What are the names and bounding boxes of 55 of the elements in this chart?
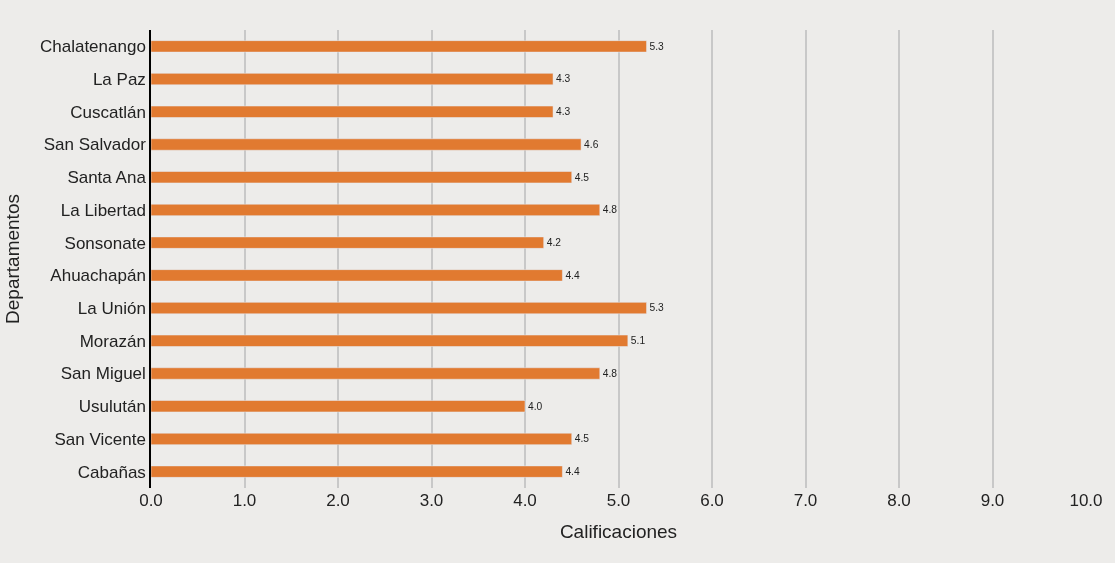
- data-label: 4.4: [565, 269, 580, 281]
- x-tick-label: 9.0: [980, 491, 1005, 510]
- x-tick-label: 10.0: [1069, 491, 1103, 510]
- y-tick-label: Cabañas: [77, 462, 146, 482]
- y-tick-label: Ahuachapán: [50, 266, 146, 286]
- bar: [151, 269, 563, 282]
- y-tick-label: Usulután: [78, 397, 146, 417]
- y-tick-label: Chalatenango: [39, 37, 146, 57]
- x-tick-label: 5.0: [606, 491, 631, 510]
- data-label: 4.8: [602, 367, 618, 379]
- data-label: 4.0: [528, 400, 543, 412]
- y-tick-label: La Paz: [92, 70, 146, 90]
- y-axis-title: Departamentos: [2, 194, 24, 324]
- y-tick-label: Santa Ana: [67, 168, 147, 188]
- data-label: 5.3: [649, 40, 665, 52]
- bar: [151, 171, 572, 184]
- y-tick-label: La Unión: [77, 299, 146, 319]
- data-label: 4.6: [584, 138, 599, 150]
- bar: [151, 465, 563, 478]
- x-tick-label: 7.0: [793, 491, 818, 510]
- data-label: 4.3: [556, 106, 571, 118]
- data-label: 4.3: [556, 73, 571, 85]
- y-tick-label: La Libertad: [60, 200, 146, 220]
- bar: [151, 334, 629, 347]
- y-tick-label: Cuscatlán: [70, 102, 146, 122]
- x-tick-label: 0.0: [139, 491, 163, 510]
- x-tick-label: 6.0: [700, 491, 724, 510]
- y-tick-label: Morazán: [79, 331, 146, 351]
- bar: [151, 138, 582, 151]
- bar: [151, 432, 572, 445]
- x-tick-label: 8.0: [887, 491, 911, 510]
- y-tick-label: Sonsonate: [64, 233, 146, 253]
- bar: [151, 302, 647, 315]
- y-tick-label: San Miguel: [60, 364, 146, 384]
- bar: [151, 40, 647, 53]
- bar: [151, 105, 554, 118]
- data-label: 4.5: [574, 171, 590, 183]
- y-tick-label: San Vicente: [54, 429, 146, 449]
- x-tick-label: 1.0: [232, 491, 257, 510]
- x-tick-label: 3.0: [419, 491, 444, 510]
- x-tick-label: 4.0: [513, 491, 537, 510]
- data-label: 4.2: [546, 236, 562, 248]
- bar: [151, 73, 554, 86]
- y-tick-label: San Salvador: [43, 135, 147, 155]
- data-label: 5.3: [649, 302, 665, 314]
- data-label: 4.5: [574, 433, 590, 445]
- data-label: 4.8: [602, 204, 618, 216]
- bar: [151, 400, 526, 413]
- bar: [151, 203, 601, 216]
- data-label: 5.1: [630, 335, 646, 347]
- bar: [151, 236, 544, 249]
- x-axis-title: Calificaciones: [559, 520, 678, 542]
- bar: [151, 367, 601, 380]
- data-label: 4.4: [565, 465, 580, 477]
- x-tick-label: 2.0: [326, 491, 350, 510]
